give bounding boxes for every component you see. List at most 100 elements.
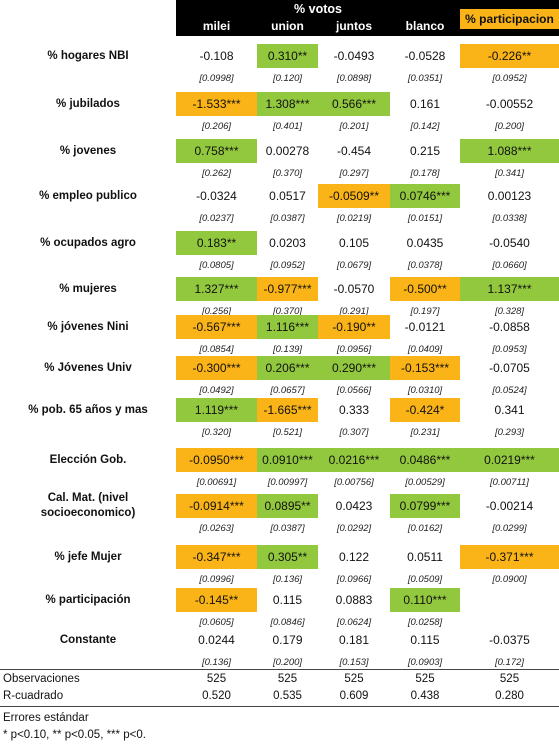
- standard-error-cell: [0.370]: [272, 306, 303, 317]
- standard-error-cell: [0.0237]: [199, 213, 234, 224]
- standard-error-cell: [0.297]: [339, 168, 369, 179]
- coefficient-cell: -0.567***: [176, 315, 257, 339]
- coefficient-cell: 1.116***: [257, 315, 318, 339]
- coefficient-cell: -0.0950***: [176, 448, 257, 472]
- coefficient-cell: -0.0570: [333, 282, 375, 296]
- column-header: juntos: [336, 19, 372, 33]
- coefficient-cell: 0.105: [338, 236, 370, 250]
- standard-error-cell: [0.0996]: [199, 574, 234, 585]
- column-header: milei: [202, 19, 231, 33]
- standard-error-cell: [0.328]: [494, 306, 525, 317]
- standard-error-cell: [0.262]: [201, 168, 232, 179]
- standard-error-cell: [0.231]: [410, 427, 440, 438]
- coefficient-cell: 0.179: [272, 633, 303, 647]
- coefficient-cell: 0.0910***: [257, 448, 318, 472]
- coefficient-cell: [460, 588, 559, 612]
- coefficient-cell: -0.347***: [176, 545, 257, 569]
- standard-error-cell: [0.0524]: [492, 385, 527, 396]
- standard-error-cell: [0.00691]: [196, 477, 237, 488]
- standard-error-cell: [0.0292]: [336, 523, 372, 534]
- standard-error-cell: [0.0953]: [492, 344, 527, 355]
- coefficient-cell: -0.0121: [404, 320, 446, 334]
- coefficient-cell: 0.333: [338, 403, 370, 417]
- coefficient-cell: -0.500**: [390, 277, 460, 301]
- standard-error-cell: [0.0903]: [407, 657, 443, 668]
- row-label: % jovenes: [59, 145, 117, 157]
- coefficient-cell: -0.00552: [485, 97, 534, 111]
- r-squared-value: 0.280: [495, 690, 524, 702]
- standard-error-cell: [0.200]: [494, 121, 525, 132]
- standard-error-cell: [0.0299]: [492, 523, 527, 534]
- coefficient-cell: -0.0509**: [318, 184, 390, 208]
- standard-error-cell: [0.256]: [201, 306, 232, 317]
- row-label: % empleo publico: [39, 190, 137, 202]
- standard-error-cell: [0.0998]: [199, 73, 234, 84]
- coefficient-cell: 0.206***: [257, 356, 318, 380]
- column-header: % participacion: [460, 9, 559, 29]
- coefficient-cell: -0.0540: [489, 236, 530, 250]
- standard-error-cell: [0.0854]: [199, 344, 234, 355]
- r-squared-label: R-cuadrado: [3, 690, 64, 702]
- coefficient-cell: -0.0914***: [176, 494, 257, 518]
- standard-error-cell: [0.0310]: [407, 385, 443, 396]
- row-label: % mujeres: [59, 283, 117, 295]
- standard-error-cell: [0.0952]: [270, 260, 305, 271]
- coefficient-cell: 0.0799***: [390, 494, 460, 518]
- standard-error-cell: [0.0624]: [336, 617, 372, 628]
- table-corner: [0, 0, 177, 36]
- coefficient-cell: -0.0858: [489, 320, 530, 334]
- observations-value: 525: [206, 673, 227, 685]
- column-header: union: [271, 19, 304, 33]
- coefficient-cell: -0.0324: [196, 189, 237, 203]
- observations-label: Observaciones: [3, 673, 80, 685]
- coefficient-cell: 0.310**: [257, 44, 318, 68]
- coefficient-cell: -0.226**: [460, 44, 559, 68]
- coefficient-cell: 0.215: [409, 144, 441, 158]
- coefficient-cell: -0.108: [199, 49, 234, 63]
- standard-error-cell: [0.172]: [494, 657, 525, 668]
- row-label: Constante: [59, 634, 117, 646]
- standard-error-cell: [0.0956]: [336, 344, 372, 355]
- coefficient-cell: 0.00123: [487, 189, 532, 203]
- coefficient-cell: 0.0216***: [318, 448, 390, 472]
- coefficient-cell: -0.0705: [489, 361, 530, 375]
- observations-value: 525: [344, 673, 364, 685]
- coefficient-cell: 0.0423: [335, 499, 373, 513]
- coefficient-cell: 0.0517: [269, 189, 306, 203]
- coefficient-cell: -1.665***: [257, 398, 318, 422]
- r-squared-value: 0.609: [339, 690, 369, 702]
- coefficient-cell: -0.153***: [390, 356, 460, 380]
- row-label: Cal. Mat. (nivel socioeconomico): [0, 491, 176, 521]
- row-label: % ocupados agro: [40, 237, 136, 249]
- observations-value: 525: [277, 673, 298, 685]
- coefficient-cell: 0.566***: [318, 92, 390, 116]
- coefficient-cell: 0.0511: [407, 550, 443, 564]
- divider-line: [0, 706, 559, 707]
- standard-error-cell: [0.0492]: [199, 385, 234, 396]
- row-label: % Jóvenes Univ: [44, 362, 132, 374]
- coefficient-cell: 0.305**: [257, 545, 318, 569]
- standard-error-cell: [0.00756]: [334, 477, 374, 488]
- coefficient-cell: -0.190**: [318, 315, 390, 339]
- standard-error-cell: [0.139]: [272, 344, 303, 355]
- row-label: % pob. 65 años y mas: [28, 404, 148, 416]
- coefficient-cell: -0.145**: [176, 588, 257, 612]
- row-label: % participación: [45, 594, 131, 606]
- coefficient-cell: 0.290***: [318, 356, 390, 380]
- observations-value: 525: [415, 673, 435, 685]
- coefficient-cell: 0.0219***: [460, 448, 559, 472]
- standard-error-cell: [0.0657]: [270, 385, 305, 396]
- standard-error-cell: [0.0378]: [407, 260, 443, 271]
- standard-error-cell: [0.0409]: [407, 344, 443, 355]
- standard-error-cell: [0.401]: [272, 121, 303, 132]
- coefficient-cell: -0.00214: [485, 499, 534, 513]
- coefficient-cell: 1.308***: [257, 92, 318, 116]
- standard-error-cell: [0.0351]: [407, 73, 443, 84]
- standard-error-cell: [0.341]: [494, 168, 525, 179]
- row-label: % jubilados: [56, 98, 120, 110]
- coefficient-cell: -1.533***: [176, 92, 257, 116]
- standard-error-cell: [0.0846]: [270, 617, 305, 628]
- row-label: % jefe Mujer: [54, 551, 122, 563]
- coefficient-cell: 0.758***: [176, 139, 257, 163]
